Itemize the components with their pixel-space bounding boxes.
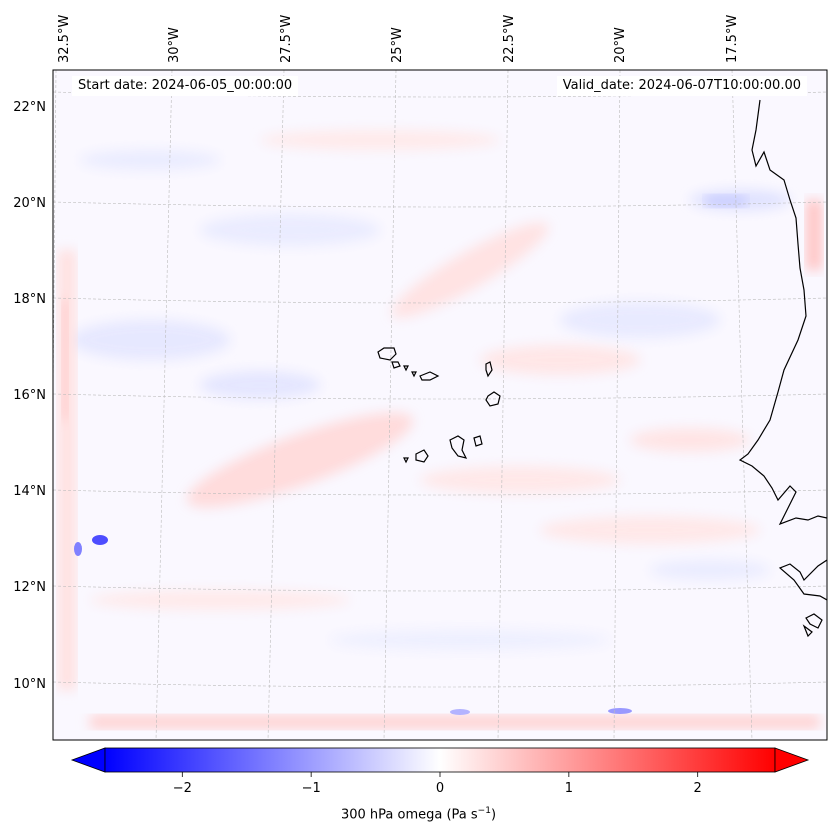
colorbar-tick-label: −2 <box>173 781 192 796</box>
lon-label: 32.5°W <box>57 15 72 63</box>
lat-label: 14°N <box>13 484 46 499</box>
lon-label: 17.5°W <box>725 15 740 63</box>
lon-label: 22.5°W <box>502 15 517 63</box>
lon-label: 20°W <box>613 27 628 63</box>
lat-label: 16°N <box>13 388 46 403</box>
lat-label: 22°N <box>13 100 46 115</box>
colorbar-gradient <box>104 747 776 773</box>
colorbar-label: 300 hPa omega (Pa s−1) <box>0 806 837 822</box>
lat-label: 12°N <box>13 580 46 595</box>
colorbar-label-close: ) <box>490 807 497 823</box>
valid-date-label: Valid_date: 2024-06-07T10:00:00.00 <box>556 76 807 96</box>
lon-label: 25°W <box>390 27 405 63</box>
start-date-label: Start date: 2024-06-05_00:00:00 <box>72 76 299 96</box>
colorbar-min-extend <box>70 747 106 773</box>
longitude-labels: 32.5°W 30°W 27.5°W 25°W 22.5°W 20°W 17.5… <box>57 15 740 63</box>
colorbar-tick-label: −1 <box>302 781 321 796</box>
lon-label: 27.5°W <box>279 15 294 63</box>
colorbar-tick-label: 1 <box>565 781 573 796</box>
lon-label: 30°W <box>167 27 182 63</box>
latitude-labels: 22°N 20°N 18°N 16°N 14°N 12°N 10°N <box>13 100 46 692</box>
colorbar-tick-label: 0 <box>436 781 444 796</box>
map-frame <box>52 69 828 741</box>
colorbar-tick-label: 2 <box>694 781 702 796</box>
colorbar-max-extend <box>774 747 810 773</box>
colorbar: −2 −1 0 1 2 <box>70 747 810 796</box>
lat-label: 18°N <box>13 292 46 307</box>
lat-label: 10°N <box>13 677 46 692</box>
lat-label: 20°N <box>13 196 46 211</box>
omega-field <box>53 70 827 740</box>
colorbar-label-exponent: −1 <box>477 806 491 816</box>
colorbar-label-text: 300 hPa omega (Pa s <box>340 807 478 823</box>
coastline <box>377 99 827 638</box>
